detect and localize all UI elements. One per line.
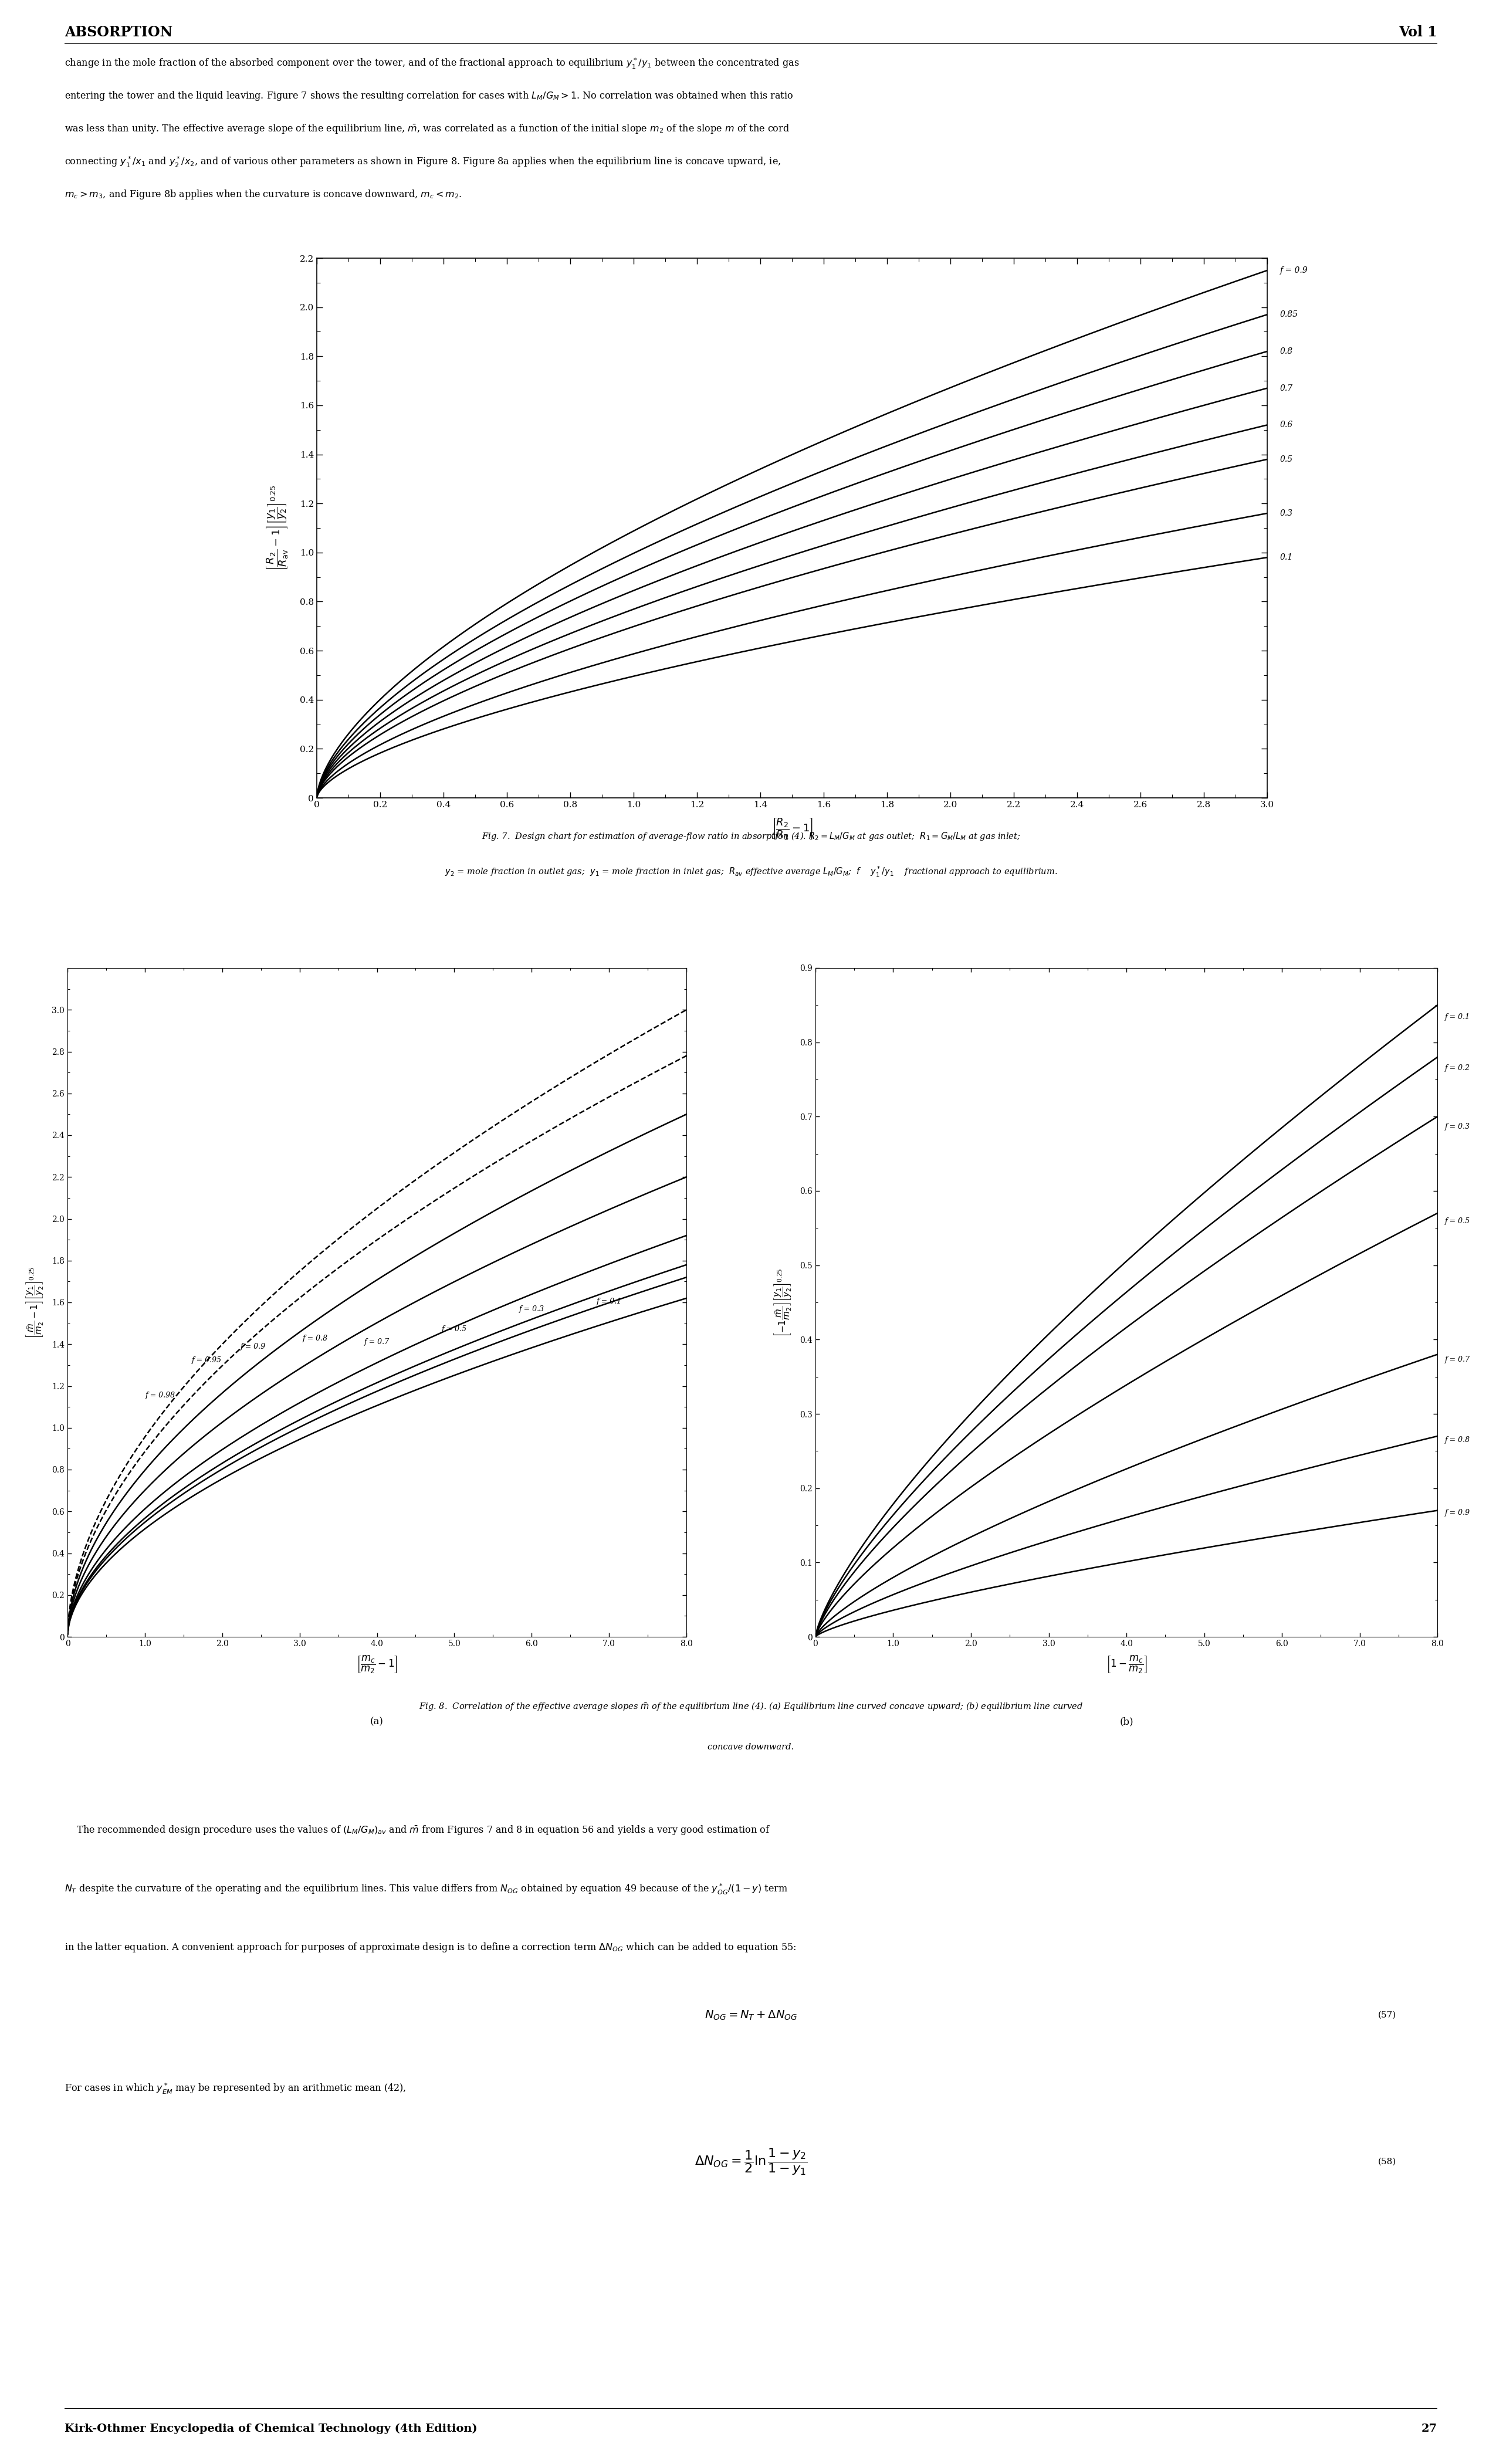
Text: in the latter equation. A convenient approach for purposes of approximate design: in the latter equation. A convenient app… <box>64 1942 796 1954</box>
Text: 0.5: 0.5 <box>1281 456 1293 463</box>
Text: (57): (57) <box>1378 2011 1396 2020</box>
Text: ABSORPTION: ABSORPTION <box>64 25 172 39</box>
Text: $y_2$ = mole fraction in outlet gas;  $y_1$ = mole fraction in inlet gas;  $R_{a: $y_2$ = mole fraction in outlet gas; $y_… <box>444 865 1058 880</box>
Text: Vol 1: Vol 1 <box>1399 25 1438 39</box>
Text: f = 0.1: f = 0.1 <box>1445 1013 1471 1020</box>
Text: The recommended design procedure uses the values of $(L_M/G_M)_{av}$ and $\bar{m: The recommended design procedure uses th… <box>64 1823 770 1836</box>
Y-axis label: $\left[-1\dfrac{\bar{m}}{m_2}\right]\left[\dfrac{y_1}{y_2}\right]^{0.25}$: $\left[-1\dfrac{\bar{m}}{m_2}\right]\lef… <box>773 1269 793 1338</box>
Text: (58): (58) <box>1378 2158 1396 2166</box>
Text: Fig. 8.  Correlation of the effective average slopes $\bar{m}$ of the equilibriu: Fig. 8. Correlation of the effective ave… <box>419 1700 1083 1712</box>
Y-axis label: $\left[\dfrac{R_2}{R_{\mathrm{av}}}-1\right]\left[\dfrac{y_1}{y_2}\right]^{0.25}: $\left[\dfrac{R_2}{R_{\mathrm{av}}}-1\ri… <box>265 485 290 572</box>
Text: f = 0.98: f = 0.98 <box>145 1392 175 1400</box>
Text: f = 0.8: f = 0.8 <box>1445 1437 1471 1444</box>
Text: For cases in which $y^*_{EM}$ may be represented by an arithmetic mean (42),: For cases in which $y^*_{EM}$ may be rep… <box>64 2082 407 2094</box>
Text: f = 0.7: f = 0.7 <box>1445 1355 1471 1363</box>
Text: 0.8: 0.8 <box>1281 347 1293 355</box>
Text: f = 0.7: f = 0.7 <box>365 1338 389 1345</box>
Text: $N_T$ despite the curvature of the operating and the equilibrium lines. This val: $N_T$ despite the curvature of the opera… <box>64 1882 788 1895</box>
Text: f = 0.95: f = 0.95 <box>191 1358 221 1365</box>
Text: concave downward.: concave downward. <box>708 1742 794 1752</box>
Text: f = 0.9: f = 0.9 <box>1281 266 1308 274</box>
Text: 27: 27 <box>1421 2425 1438 2434</box>
Text: f = 0.8: f = 0.8 <box>302 1335 328 1343</box>
X-axis label: $\left[\dfrac{R_2}{R_1}-1\right]$: $\left[\dfrac{R_2}{R_1}-1\right]$ <box>770 818 812 843</box>
Text: $m_c > m_3$, and Figure 8b applies when the curvature is concave downward, $m_c : $m_c > m_3$, and Figure 8b applies when … <box>64 190 462 202</box>
Text: f = 0.9: f = 0.9 <box>1445 1508 1471 1518</box>
Text: 0.6: 0.6 <box>1281 421 1293 429</box>
Text: (b): (b) <box>1119 1717 1134 1727</box>
Text: 0.3: 0.3 <box>1281 510 1293 517</box>
Text: f = 0.3: f = 0.3 <box>519 1306 545 1313</box>
Text: $N_{OG} = N_T + \Delta N_{OG}$: $N_{OG} = N_T + \Delta N_{OG}$ <box>705 2008 797 2020</box>
X-axis label: $\left[1-\dfrac{m_c}{m_2}\right]$: $\left[1-\dfrac{m_c}{m_2}\right]$ <box>1106 1653 1147 1676</box>
Text: f = 0.9: f = 0.9 <box>241 1343 266 1350</box>
Text: 0.85: 0.85 <box>1281 310 1299 318</box>
Text: f = 0.2: f = 0.2 <box>1445 1064 1471 1072</box>
Text: 0.7: 0.7 <box>1281 384 1293 392</box>
Text: f = 0.5: f = 0.5 <box>1445 1217 1471 1225</box>
Text: change in the mole fraction of the absorbed component over the tower, and of the: change in the mole fraction of the absor… <box>64 57 799 69</box>
Y-axis label: $\left[\dfrac{\bar{m}}{m_2}-1\right]\left[\dfrac{y_1}{y_2}\right]^{0.25}$: $\left[\dfrac{\bar{m}}{m_2}-1\right]\lef… <box>25 1266 45 1338</box>
Text: (a): (a) <box>370 1717 383 1727</box>
Text: $\Delta N_{OG} = \dfrac{1}{2}\ln\dfrac{1-y_2}{1-y_1}$: $\Delta N_{OG} = \dfrac{1}{2}\ln\dfrac{1… <box>694 2146 808 2176</box>
Text: Kirk-Othmer Encyclopedia of Chemical Technology (4th Edition): Kirk-Othmer Encyclopedia of Chemical Tec… <box>64 2425 477 2434</box>
Text: entering the tower and the liquid leaving. Figure 7 shows the resulting correlat: entering the tower and the liquid leavin… <box>64 91 793 103</box>
Text: was less than unity. The effective average slope of the equilibrium line, $\bar{: was less than unity. The effective avera… <box>64 123 790 136</box>
X-axis label: $\left[\dfrac{m_c}{m_2}-1\right]$: $\left[\dfrac{m_c}{m_2}-1\right]$ <box>356 1653 398 1676</box>
Text: f = 0.5: f = 0.5 <box>441 1326 467 1333</box>
Text: connecting $y^*_1/x_1$ and $y^*_2/x_2$, and of various other parameters as shown: connecting $y^*_1/x_1$ and $y^*_2/x_2$, … <box>64 155 781 168</box>
Text: Fig. 7.  Design chart for estimation of average-flow ratio in absorption (4). $R: Fig. 7. Design chart for estimation of a… <box>482 830 1020 843</box>
Text: f = 0.1: f = 0.1 <box>597 1299 622 1306</box>
Text: 0.1: 0.1 <box>1281 554 1293 562</box>
Text: f = 0.3: f = 0.3 <box>1445 1124 1471 1131</box>
